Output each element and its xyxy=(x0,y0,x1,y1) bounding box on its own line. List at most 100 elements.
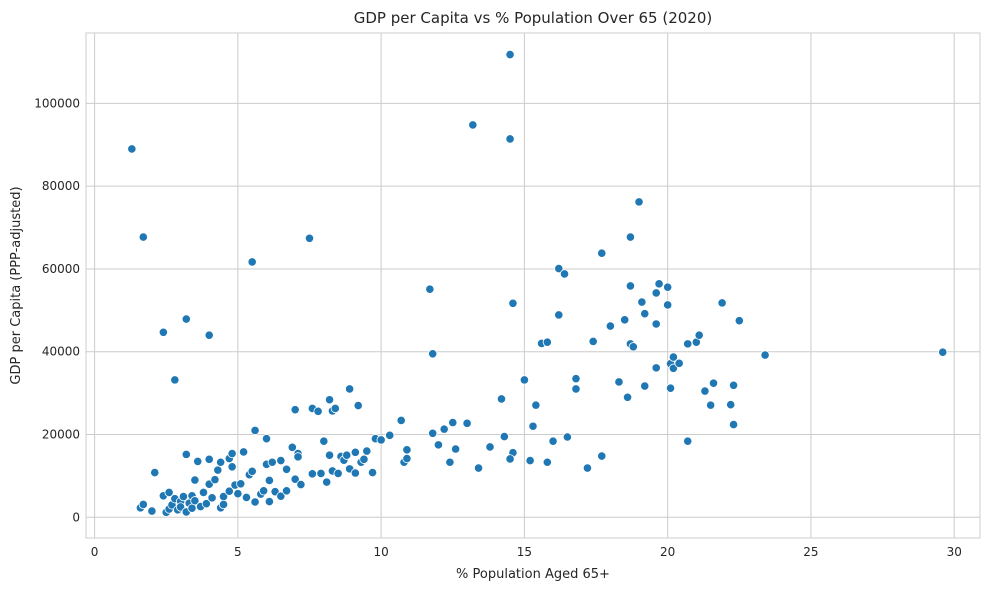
data-point xyxy=(367,467,378,478)
data-point xyxy=(700,386,710,396)
data-point xyxy=(227,462,237,472)
data-point xyxy=(304,233,315,243)
data-point xyxy=(362,446,372,456)
data-point xyxy=(324,450,335,460)
data-point xyxy=(324,395,335,405)
data-point xyxy=(505,454,515,464)
y-tick-label: 40000 xyxy=(42,345,80,359)
data-point xyxy=(637,297,647,307)
x-tick-label: 30 xyxy=(947,545,962,559)
data-point xyxy=(250,425,260,435)
y-tick-label: 0 xyxy=(72,510,80,524)
data-point xyxy=(588,336,598,346)
data-point xyxy=(322,477,332,487)
data-point xyxy=(345,384,355,394)
x-tick-label: 10 xyxy=(373,545,388,559)
data-point xyxy=(201,499,211,509)
data-point xyxy=(597,248,607,258)
data-point xyxy=(462,418,472,428)
data-point xyxy=(571,374,581,384)
data-point xyxy=(250,497,260,507)
data-point xyxy=(726,400,736,410)
data-point xyxy=(175,502,186,512)
data-point xyxy=(473,463,484,473)
data-point xyxy=(333,468,343,479)
data-point xyxy=(485,442,495,452)
data-point xyxy=(663,300,673,310)
data-point xyxy=(728,419,739,430)
data-point xyxy=(531,400,541,410)
data-point xyxy=(620,315,630,325)
data-point xyxy=(236,479,246,489)
x-tick-label: 5 xyxy=(234,545,242,559)
data-point xyxy=(640,381,650,391)
data-point xyxy=(448,417,458,428)
data-point xyxy=(651,363,661,373)
data-point xyxy=(706,400,716,410)
data-point xyxy=(402,453,412,464)
data-point xyxy=(508,298,518,308)
data-point xyxy=(519,375,530,385)
data-point xyxy=(402,445,412,455)
data-point xyxy=(158,327,168,337)
data-point xyxy=(190,475,200,485)
data-point xyxy=(193,456,203,467)
data-point xyxy=(674,358,684,368)
data-point xyxy=(276,491,286,501)
data-point xyxy=(296,480,306,490)
data-point xyxy=(138,499,148,510)
data-point xyxy=(433,440,444,450)
data-point xyxy=(634,197,644,207)
data-point xyxy=(525,455,535,466)
data-point xyxy=(307,469,317,479)
data-point xyxy=(227,448,237,459)
data-point xyxy=(213,465,223,475)
y-tick-label: 100000 xyxy=(34,96,80,110)
data-point xyxy=(428,349,438,359)
x-axis-label: % Population Aged 65+ xyxy=(456,567,610,582)
chart-title: GDP per Capita vs % Population Over 65 (… xyxy=(354,9,713,27)
data-point xyxy=(247,466,257,476)
y-tick-label: 60000 xyxy=(42,262,80,276)
data-point xyxy=(181,314,191,324)
data-point xyxy=(439,424,449,434)
data-point xyxy=(496,394,507,404)
data-point xyxy=(445,457,455,467)
data-point xyxy=(181,449,191,459)
data-point xyxy=(376,435,386,445)
data-point xyxy=(683,436,693,446)
data-point xyxy=(396,415,406,426)
data-point xyxy=(316,468,326,479)
data-point xyxy=(559,269,570,279)
x-tick-label: 0 xyxy=(91,545,99,559)
data-point xyxy=(663,282,673,292)
data-point xyxy=(204,454,214,464)
x-tick-label: 25 xyxy=(803,545,818,559)
data-points xyxy=(127,49,948,517)
data-point xyxy=(542,337,552,347)
data-point xyxy=(505,49,515,60)
data-point xyxy=(350,447,360,457)
data-point xyxy=(267,457,277,467)
data-point xyxy=(353,400,363,411)
data-point xyxy=(247,257,257,267)
data-point xyxy=(548,436,558,446)
data-point xyxy=(668,352,679,362)
data-point xyxy=(571,384,581,394)
data-point xyxy=(264,496,274,507)
data-point xyxy=(640,309,650,319)
data-point xyxy=(651,319,661,329)
data-point xyxy=(654,279,664,289)
data-point xyxy=(287,442,297,452)
data-point xyxy=(261,434,272,444)
data-point xyxy=(293,452,303,462)
data-point xyxy=(224,486,234,496)
data-point xyxy=(428,428,438,438)
data-point xyxy=(281,464,292,474)
data-point xyxy=(562,432,572,442)
tick-labels: 0 5 10 15 20 25 30 0 20000 40000 60000 80000 100000 xyxy=(34,96,962,559)
data-point xyxy=(582,463,593,473)
data-point xyxy=(668,363,679,373)
y-tick-label: 20000 xyxy=(42,428,80,442)
